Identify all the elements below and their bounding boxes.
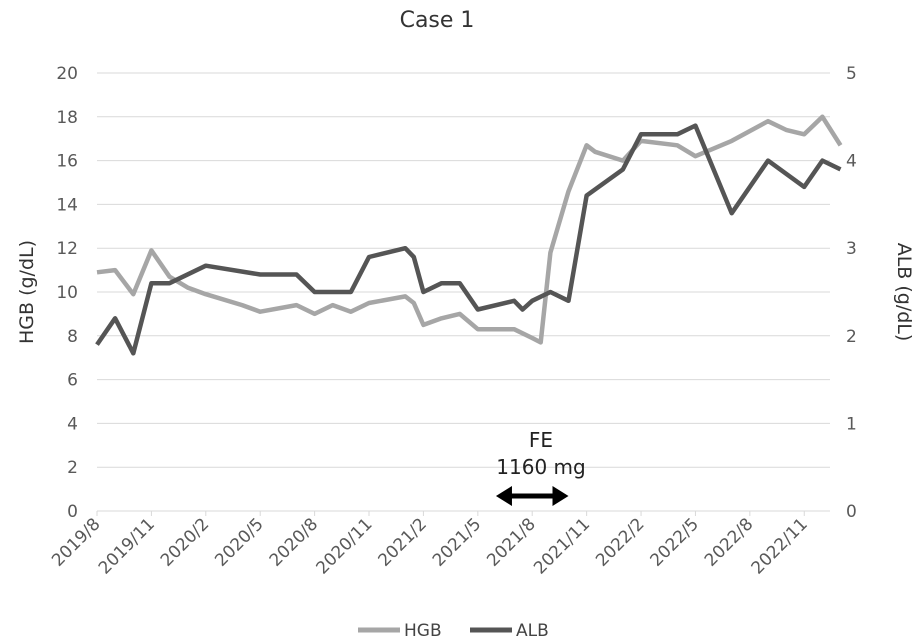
x-tick-label: 2020/5 [211,514,267,570]
fe-annotation: FE 1160 mg [495,428,586,506]
legend-label-alb: ALB [516,621,549,641]
y-tick-label: 16 [56,152,78,172]
x-axis-ticks: 2019/82019/112020/22020/52020/82020/1120… [48,511,812,578]
x-tick-label: 2020/2 [157,514,213,570]
right-axis-ticks: 0 1 2 3 4 5 [846,64,857,522]
annotation-line2: 1160 mg [496,455,585,479]
legend-label-hgb: HGB [404,621,442,641]
y-axis-label: HGB (g/dL) [16,240,38,344]
y-tick-label: 20 [56,64,78,84]
x-tick-label: 2022/11 [748,514,812,578]
x-tick-label: 2021/11 [530,514,594,578]
annotation-arrowhead-left [495,486,512,506]
y2-tick-label: 4 [846,152,857,172]
chart-title: Case 1 [400,8,475,33]
y2-tick-label: 5 [846,64,857,84]
x-tick-label: 2022/2 [592,514,648,570]
y-tick-label: 2 [67,458,78,478]
y-tick-label: 12 [56,239,78,259]
x-tick-label: 2020/11 [312,514,376,578]
annotation-line1: FE [529,428,553,452]
y-tick-label: 6 [67,371,78,391]
series-line-alb [95,123,842,356]
x-tick-label: 2022/5 [647,514,703,570]
left-axis-ticks: 0 2 4 6 8 10 12 14 16 18 20 [56,64,78,522]
y-tick-label: 0 [67,502,78,522]
y-tick-label: 8 [67,327,78,347]
y-tick-label: 10 [56,283,78,303]
legend: HGB ALB [358,621,549,641]
x-tick-label: 2021/2 [375,514,431,570]
y2-tick-label: 0 [846,502,857,522]
y2-tick-label: 2 [846,327,857,347]
series-layer [95,114,843,356]
y2-axis-label: ALB (g/dL) [893,243,915,342]
x-tick-label: 2021/5 [429,514,485,570]
y-tick-label: 14 [56,195,78,215]
series-line-hgb [96,114,843,345]
x-tick-label: 2019/11 [95,514,159,578]
y-tick-label: 4 [67,414,78,434]
y2-tick-label: 1 [846,414,857,434]
y2-tick-label: 3 [846,239,857,259]
annotation-arrowhead-right [552,486,569,506]
y-tick-label: 18 [56,108,78,128]
